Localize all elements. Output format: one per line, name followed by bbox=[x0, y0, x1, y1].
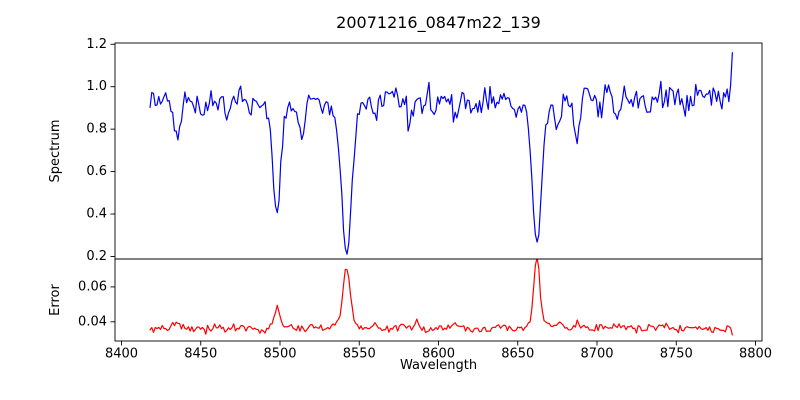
x-tick-label: 8500 bbox=[263, 347, 296, 362]
x-tick-label: 8700 bbox=[580, 347, 613, 362]
y-tick-label: 0.6 bbox=[86, 164, 107, 179]
spectrum-panel bbox=[114, 42, 763, 260]
error-line bbox=[149, 259, 733, 336]
x-tick-label: 8650 bbox=[501, 347, 534, 362]
x-tick-label: 8550 bbox=[343, 347, 376, 362]
x-tick-label: 8800 bbox=[739, 347, 772, 362]
y-tick-label: 1.0 bbox=[86, 79, 107, 94]
x-axis-label: Wavelength bbox=[399, 358, 478, 373]
y-tick-label: 1.2 bbox=[86, 37, 107, 52]
spectrum-line bbox=[149, 52, 733, 255]
x-tick-label: 8400 bbox=[105, 347, 138, 362]
y-tick-label: 0.06 bbox=[78, 279, 107, 294]
x-tick-label: 8450 bbox=[184, 347, 217, 362]
x-tick-label: 8600 bbox=[422, 347, 455, 362]
y-tick-label: 0.2 bbox=[86, 249, 107, 264]
x-tick-label: 8750 bbox=[660, 347, 693, 362]
y-tick-label: 0.04 bbox=[78, 314, 107, 329]
chart-title: 20071216_0847m22_139 bbox=[336, 13, 541, 32]
y-tick-label: 0.4 bbox=[86, 207, 107, 222]
y-tick-label: 0.8 bbox=[86, 122, 107, 137]
